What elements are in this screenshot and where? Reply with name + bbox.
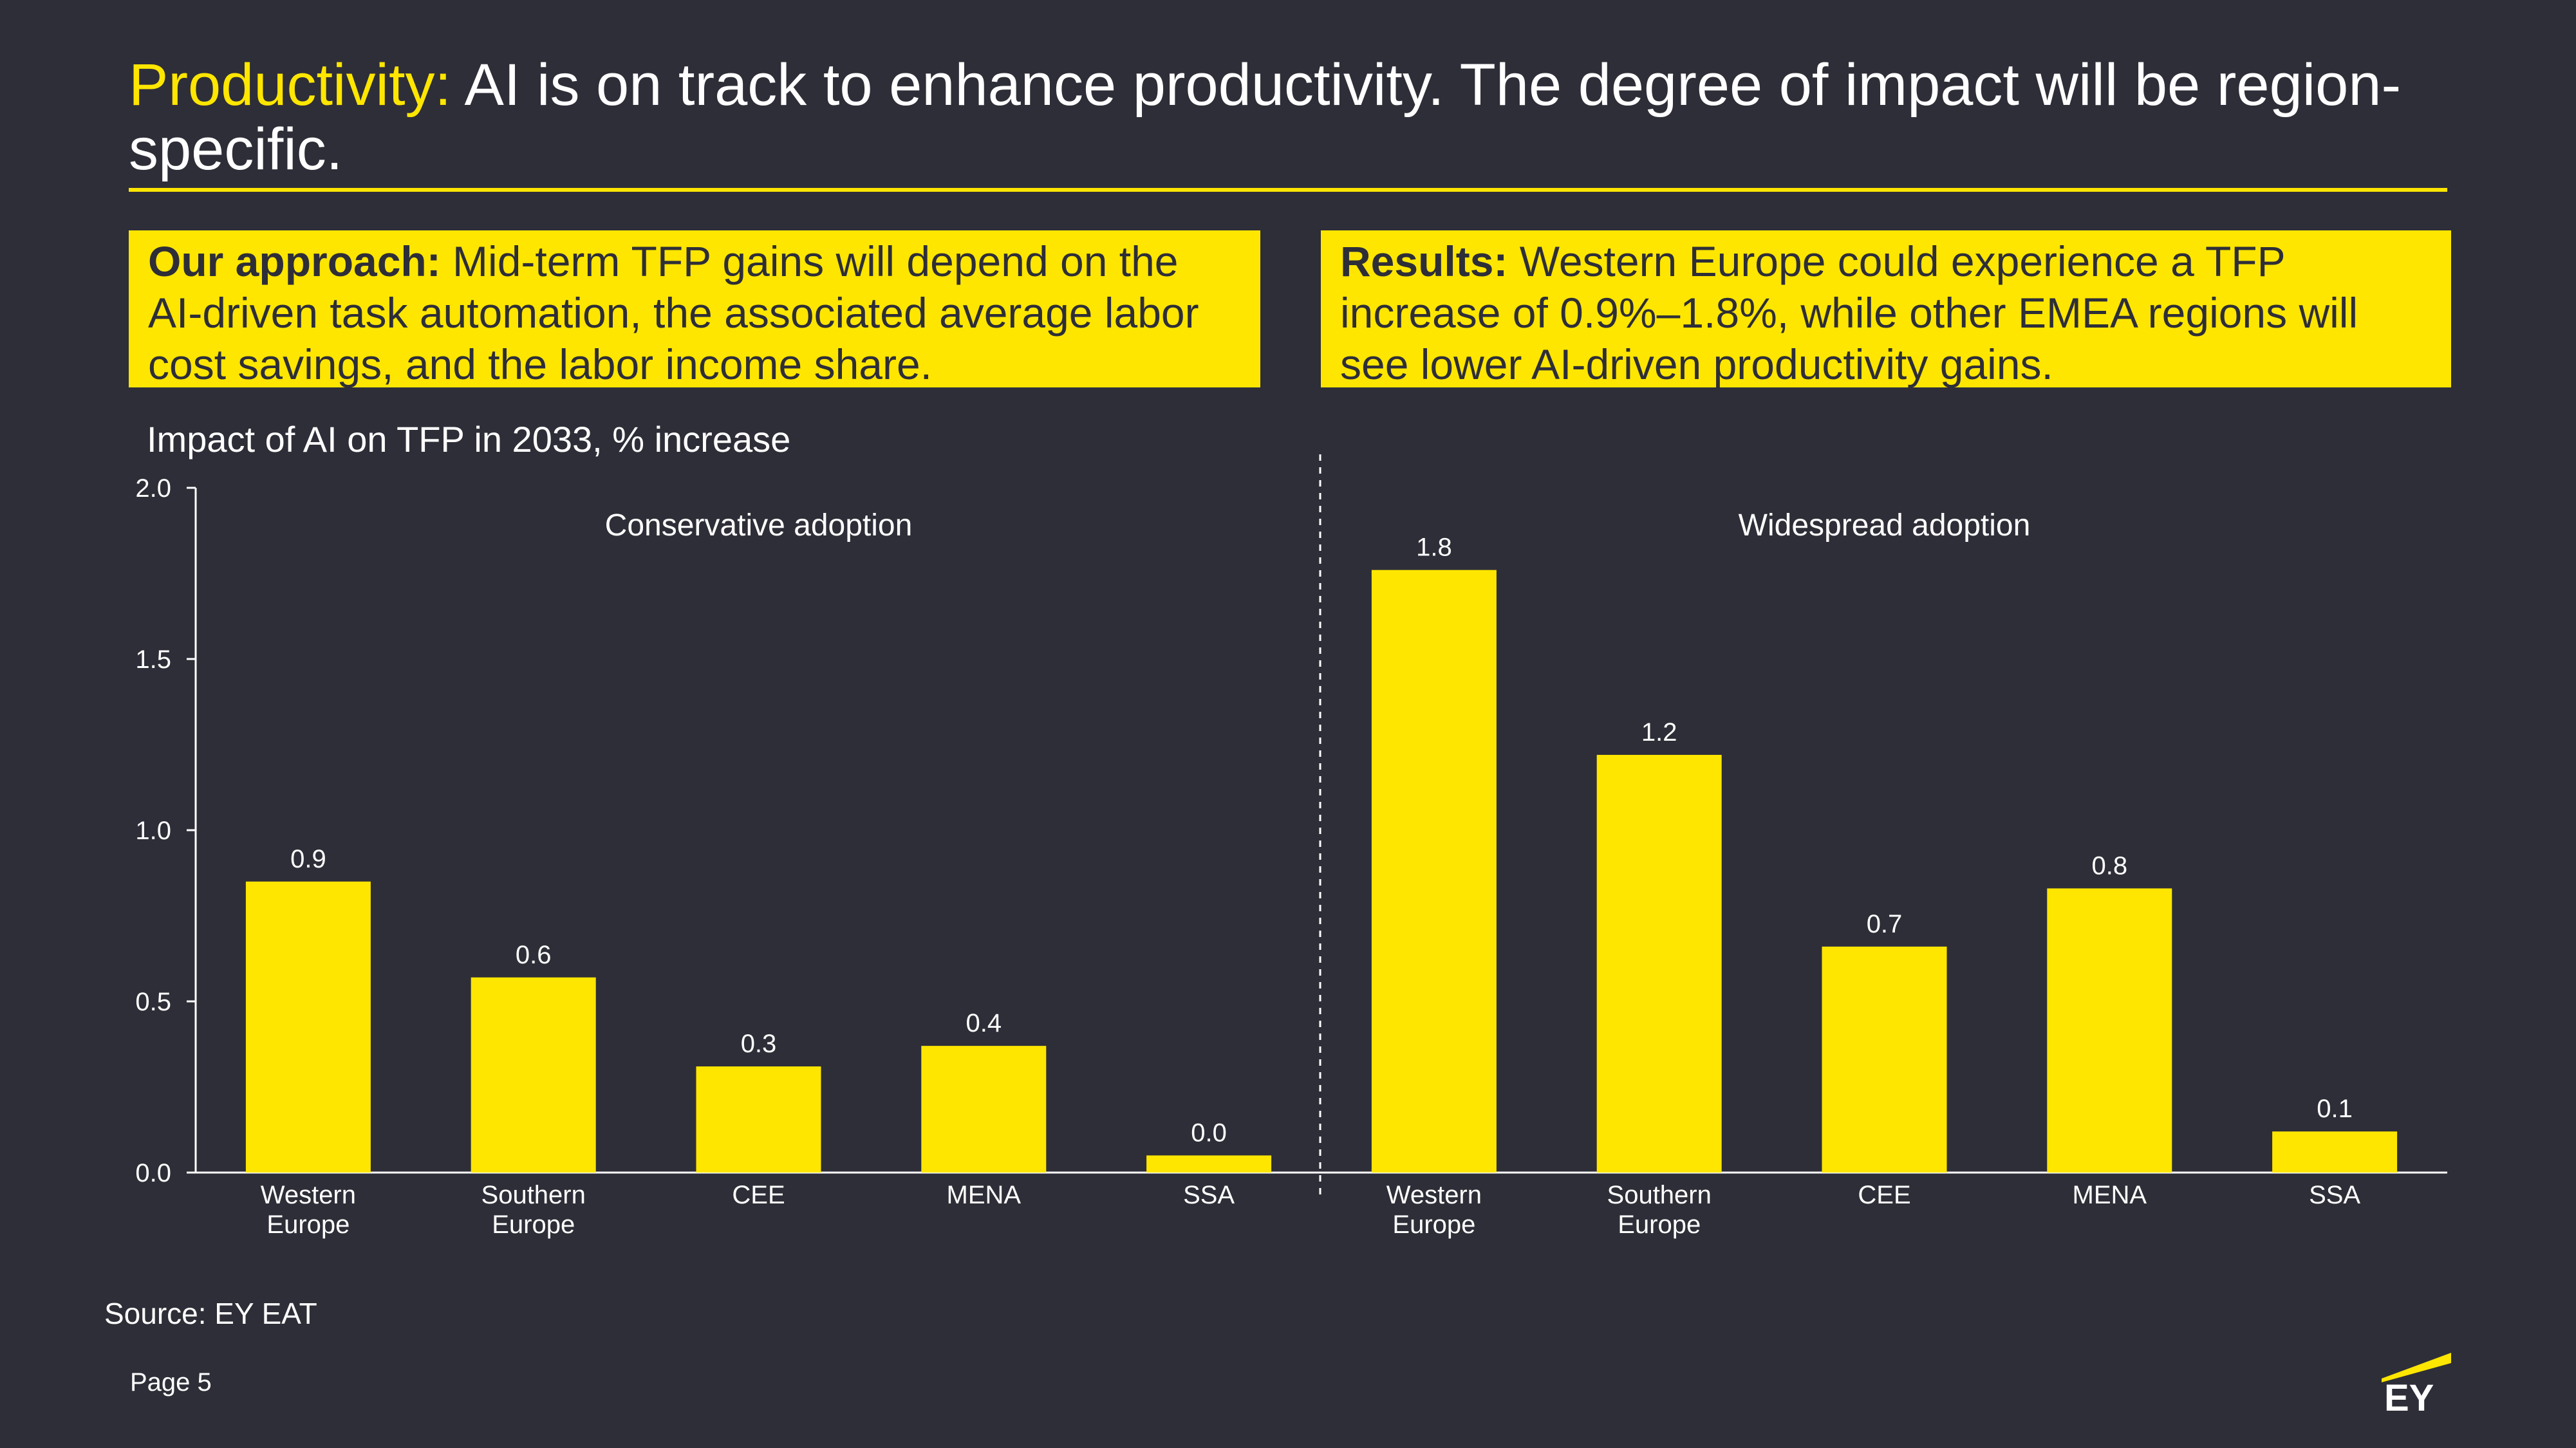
x-tick-label-line: Europe — [1618, 1211, 1701, 1239]
x-tick-label: Western Europe — [261, 1181, 356, 1239]
ey-logo: EY — [2382, 1353, 2451, 1415]
source-note: Source: EY EAT — [104, 1297, 317, 1330]
x-tick-label-line: Southern — [481, 1181, 586, 1209]
bar — [696, 1066, 821, 1173]
group-label: Conservative adoption — [605, 508, 913, 543]
data-label: 0.6 — [516, 941, 552, 969]
x-tick-label: MENA — [2073, 1181, 2147, 1209]
x-tick-label: CEE — [732, 1181, 785, 1209]
bar — [1596, 754, 1722, 1173]
y-tick-label: 0.0 — [135, 1159, 171, 1187]
ey-logo-beam — [2382, 1353, 2451, 1382]
x-tick-label: MENA — [947, 1181, 1022, 1209]
data-label: 0.8 — [2091, 851, 2127, 880]
bar — [245, 881, 371, 1173]
x-tick-label-line: CEE — [732, 1181, 785, 1209]
y-tick-label: 0.5 — [135, 988, 171, 1016]
x-tick-label-line: Europe — [1392, 1211, 1475, 1239]
title-highlight: Productivity: — [129, 52, 452, 118]
approach-label: Our approach: — [148, 237, 441, 285]
title-divider — [129, 188, 2447, 192]
data-label: 1.2 — [1641, 718, 1677, 747]
x-tick-label-line: Western — [261, 1181, 356, 1209]
x-tick-label: Southern Europe — [1607, 1181, 1712, 1239]
y-tick-label: 1.0 — [135, 817, 171, 845]
x-tick-label-line: Europe — [492, 1211, 575, 1239]
bar — [471, 977, 596, 1173]
y-tick-label: 2.0 — [135, 474, 171, 503]
approach-text: Mid-term TFP gains will depend on the AI… — [148, 237, 1199, 388]
x-tick-label-line: SSA — [2309, 1181, 2360, 1209]
data-label: 1.8 — [1416, 534, 1452, 562]
x-tick-label-line: MENA — [947, 1181, 1022, 1209]
data-label: 0.0 — [1191, 1118, 1227, 1147]
x-tick-label-line: MENA — [2073, 1181, 2147, 1209]
x-tick-label-line: Southern — [1607, 1181, 1712, 1209]
bar — [921, 1046, 1047, 1173]
x-tick-label-line: CEE — [1858, 1181, 1910, 1209]
x-tick-label: SSA — [1183, 1181, 1235, 1209]
x-tick-label-line: Western — [1386, 1181, 1482, 1209]
bar — [1822, 946, 1947, 1173]
data-label: 0.7 — [1867, 910, 1903, 938]
x-tick-label: Southern Europe — [481, 1181, 586, 1239]
title-text: AI is on track to enhance productivity. … — [129, 52, 2402, 182]
bar — [2047, 888, 2172, 1173]
x-tick-label: Western Europe — [1386, 1181, 1482, 1239]
page-number: Page 5 — [130, 1368, 212, 1397]
data-label: 0.9 — [290, 845, 326, 873]
ey-logo-text: EY — [2384, 1377, 2434, 1415]
x-tick-label: SSA — [2309, 1181, 2360, 1209]
x-tick-label-line: SSA — [1183, 1181, 1235, 1209]
chart-title: Impact of AI on TFP in 2033, % increase — [147, 419, 791, 459]
bar — [2272, 1131, 2398, 1173]
approach-box: Our approach: Mid-term TFP gains will de… — [129, 230, 1260, 388]
data-label: 0.1 — [2317, 1095, 2353, 1123]
x-tick-label: CEE — [1858, 1181, 1910, 1209]
group-label: Widespread adoption — [1739, 508, 2031, 543]
x-tick-label-line: Europe — [266, 1211, 350, 1239]
data-label: 0.3 — [741, 1030, 777, 1058]
results-box: Results: Western Europe could experience… — [1321, 230, 2451, 388]
y-tick-label: 1.5 — [135, 645, 171, 674]
bar — [1146, 1155, 1272, 1173]
data-label: 0.4 — [966, 1009, 1002, 1037]
bar — [1371, 570, 1497, 1173]
results-label: Results: — [1340, 237, 1508, 285]
results-text: Western Europe could experience a TFP in… — [1340, 237, 2358, 388]
page-title: Productivity: AI is on track to enhance … — [129, 53, 2459, 181]
